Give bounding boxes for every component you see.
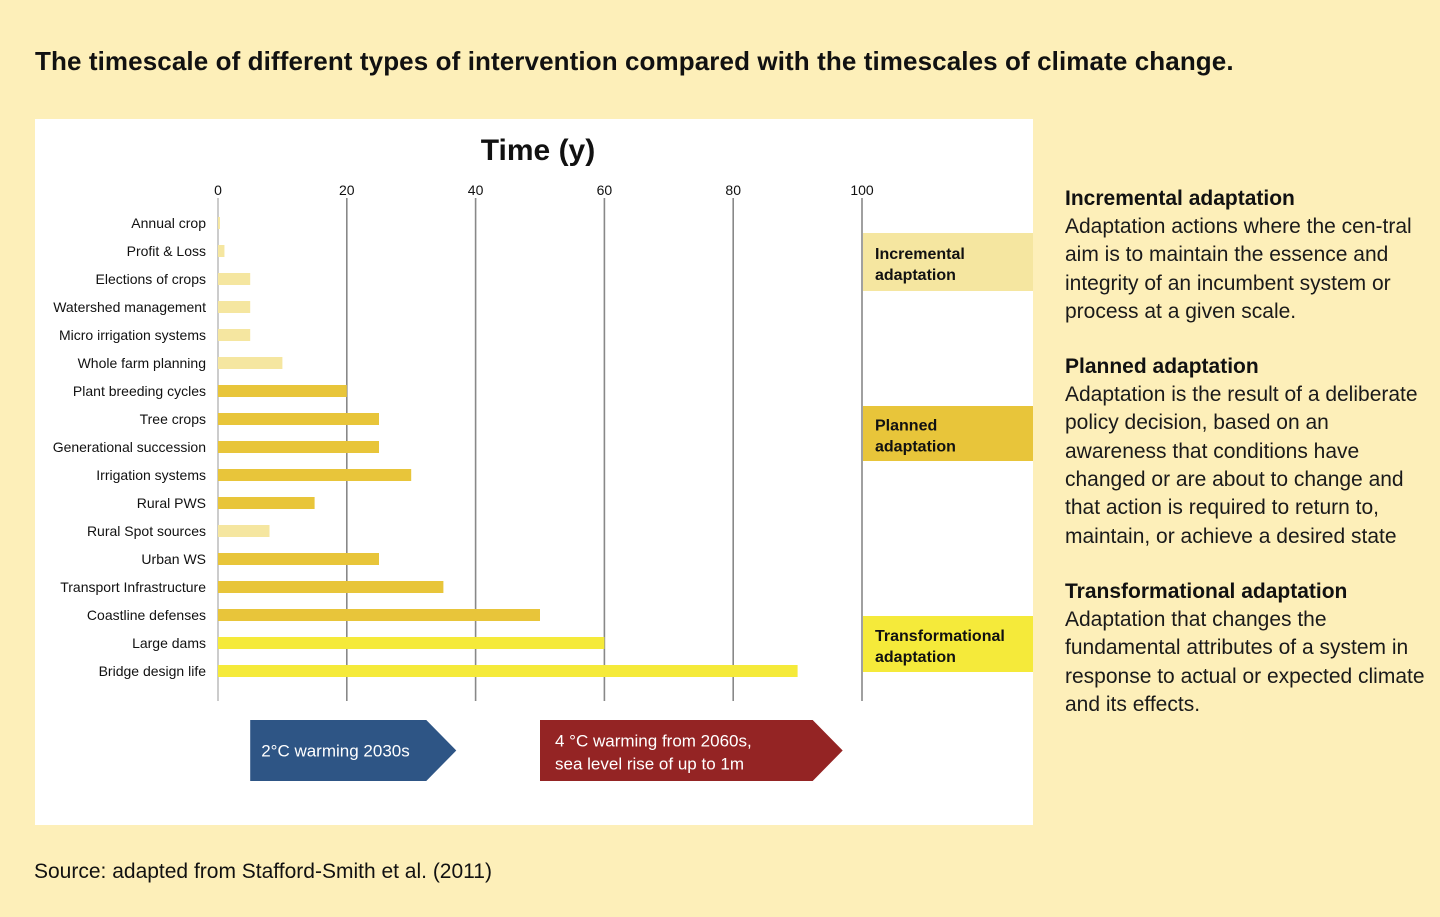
climate-arrow-warming_4c	[540, 720, 843, 781]
x-tick-label: 40	[468, 182, 484, 198]
climate-arrow-warming_2c	[250, 720, 457, 781]
chart-panel: Time (y) 0 20 40 60 80 100 Annual crop Profit & …	[35, 119, 1033, 825]
legend-label: Planned	[875, 418, 937, 435]
bar	[218, 217, 220, 229]
bar	[218, 413, 379, 425]
bar	[218, 245, 225, 257]
definition-transformational: Transformational adaptation Adaptation t…	[1065, 578, 1425, 719]
legend-label: adaptation	[875, 439, 956, 456]
legend-label: Transformational	[875, 628, 1005, 645]
bar	[218, 301, 251, 313]
legend-label: adaptation	[875, 267, 956, 284]
category-label: Rural Spot sources	[87, 523, 206, 539]
category-label: Annual crop	[131, 215, 206, 231]
legend-band-incremental	[863, 233, 1033, 291]
category-label: Plant breeding cycles	[73, 383, 206, 399]
x-tick-label: 20	[339, 182, 355, 198]
x-tick-label: 80	[725, 182, 741, 198]
bar	[218, 609, 540, 621]
bar	[218, 357, 283, 369]
bar	[218, 553, 379, 565]
x-tick-label: 0	[214, 182, 222, 198]
bar	[218, 385, 347, 397]
category-label: Micro irrigation systems	[59, 327, 206, 343]
category-label: Coastline defenses	[87, 607, 206, 623]
legend-band-planned	[863, 406, 1033, 461]
definition-body: Adaptation that changes the fundamental …	[1065, 607, 1425, 716]
category-label: Whole farm planning	[78, 355, 206, 371]
arrow-label: sea level rise of up to 1m	[555, 755, 744, 774]
bar	[218, 469, 412, 481]
bar	[218, 273, 251, 285]
definition-heading: Transformational adaptation	[1065, 579, 1348, 603]
definition-body: Adaptation actions where the cen-tral ai…	[1065, 215, 1412, 323]
bar	[218, 441, 379, 453]
category-label: Transport Infrastructure	[60, 579, 206, 595]
bar	[218, 665, 798, 677]
legend-band-transformational	[863, 616, 1033, 672]
category-label: Large dams	[132, 635, 206, 651]
category-label: Elections of crops	[96, 271, 207, 287]
timescale-bar-chart: Time (y) 0 20 40 60 80 100 Annual crop Profit & …	[53, 134, 1033, 781]
definition-incremental: Incremental adaptation Adaptation action…	[1065, 185, 1425, 326]
legend-label: Incremental	[875, 246, 965, 263]
arrow-label: 4 °C warming from 2060s,	[555, 732, 752, 751]
category-label: Generational succession	[53, 439, 206, 455]
definitions-panel: Incremental adaptation Adaptation action…	[1065, 185, 1425, 746]
category-label: Tree crops	[140, 411, 206, 427]
category-label: Irrigation systems	[96, 467, 206, 483]
bar	[218, 525, 270, 537]
category-label: Watershed management	[53, 299, 206, 315]
bar	[218, 329, 251, 341]
page-title: The timescale of different types of inte…	[35, 46, 1234, 76]
bar	[218, 637, 605, 649]
bar	[218, 581, 444, 593]
definition-heading: Incremental adaptation	[1065, 187, 1295, 210]
category-label: Bridge design life	[99, 663, 207, 679]
definition-heading: Planned adaptation	[1065, 355, 1259, 379]
x-tick-label: 100	[850, 182, 874, 198]
arrow-label: 2°C warming 2030s	[261, 742, 410, 761]
source-note: Source: adapted from Stafford-Smith et a…	[34, 860, 492, 883]
chart-title: Time (y)	[481, 134, 595, 167]
legend-label: adaptation	[875, 649, 956, 666]
definition-planned: Planned adaptation Adaptation is the res…	[1065, 353, 1425, 551]
category-label: Rural PWS	[137, 495, 206, 511]
definition-body: Adaptation is the result of a deliberate…	[1065, 383, 1418, 548]
category-label: Profit & Loss	[127, 243, 206, 259]
x-tick-label: 60	[597, 182, 613, 198]
category-label: Urban WS	[141, 551, 206, 567]
bar	[218, 497, 315, 509]
